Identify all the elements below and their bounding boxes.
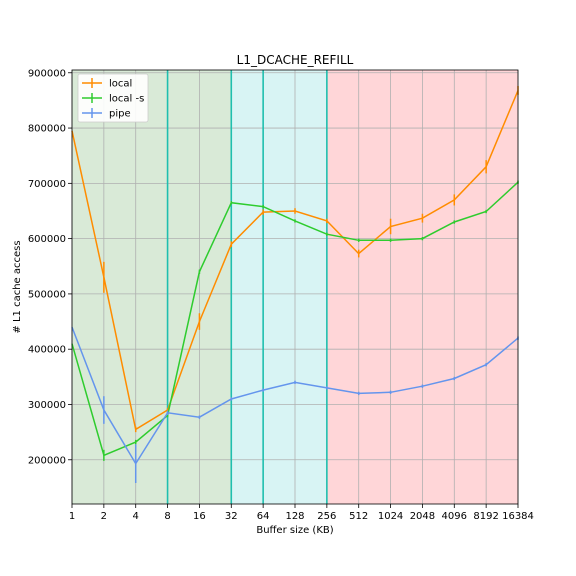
y-tick-label-0: 200000 [28, 455, 66, 466]
x-axis-ticks: 1 2 4 8 16 32 64 128 256 512 1024 2048 4096 8192 16384 [69, 504, 534, 522]
y-tick-label-7: 900000 [28, 68, 66, 79]
x-tick-label-3: 8 [164, 511, 170, 522]
y-axis-label: # L1 cache access [12, 240, 23, 333]
legend-label-1: local -s [109, 94, 144, 105]
x-tick-label-14: 16384 [502, 511, 534, 522]
x-tick-label-7: 128 [285, 511, 304, 522]
boundary-lines [166, 70, 328, 504]
y-tick-label-2: 400000 [28, 345, 66, 356]
x-tick-label-11: 2048 [410, 511, 435, 522]
region-band-0 [72, 70, 232, 504]
y-tick-label-6: 800000 [28, 124, 66, 135]
y-tick-label-5: 700000 [28, 179, 66, 190]
x-tick-label-0: 1 [69, 511, 75, 522]
x-tick-label-8: 256 [317, 511, 336, 522]
legend-label-2: pipe [109, 109, 131, 120]
y-tick-label-4: 600000 [28, 234, 66, 245]
y-tick-label-1: 300000 [28, 400, 66, 411]
x-tick-label-9: 512 [349, 511, 368, 522]
region-band-1 [231, 70, 327, 504]
legend: local local -s pipe [77, 73, 149, 123]
y-axis-ticks: 200000 300000 400000 500000 600000 700000 8000… [28, 68, 72, 466]
x-axis-label: Buffer size (KB) [256, 525, 333, 536]
x-tick-label-5: 32 [225, 511, 238, 522]
x-tick-label-10: 1024 [378, 511, 403, 522]
x-tick-label-12: 4096 [442, 511, 467, 522]
x-tick-label-6: 64 [257, 511, 270, 522]
legend-box [77, 73, 149, 123]
x-tick-label-13: 8192 [473, 511, 498, 522]
x-tick-label-2: 4 [133, 511, 139, 522]
x-tick-label-4: 16 [193, 511, 206, 522]
y-tick-label-3: 500000 [28, 289, 66, 300]
series-lines [71, 86, 519, 483]
chart-title: L1_DCACHE_REFILL [237, 53, 354, 67]
x-tick-label-1: 2 [101, 511, 107, 522]
legend-label-0: local [109, 79, 132, 90]
